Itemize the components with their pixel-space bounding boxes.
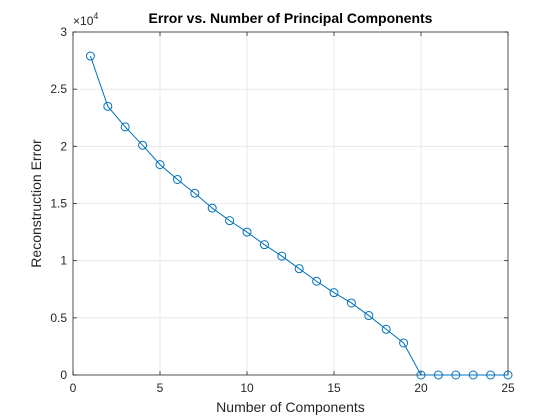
data-point [503,370,513,380]
data-point [364,311,374,321]
data-point [468,370,478,380]
y-tick-labels: 0 0.5 1 1.5 2 2.5 3 [50,25,67,382]
data-point [225,216,235,226]
data-point [85,51,95,61]
data-point [312,276,322,286]
data-point [399,338,409,348]
x-tick-labels: 0 5 10 15 20 25 [70,381,515,395]
data-point [259,240,269,250]
x-tick-label: 10 [240,381,254,395]
x-tick-label: 15 [327,381,341,395]
y-tick-label: 0 [60,368,67,382]
data-point [155,160,165,170]
y-exponent-label: ×104 [73,11,98,28]
data-point [346,298,356,308]
series [85,51,513,380]
x-tick-label: 20 [414,381,428,395]
grid [73,32,508,375]
data-point [381,324,391,334]
series-line [89,55,508,376]
data-point [416,370,426,380]
x-tick-label: 25 [501,381,515,395]
data-series [85,51,513,380]
x-axis-label: Number of Components [216,399,365,415]
data-point [486,370,496,380]
y-exponent-base: 10 [80,14,94,28]
data-point [242,227,252,237]
data-point [294,264,304,274]
data-point [172,174,182,184]
data-point [451,370,461,380]
y-axis-label: Reconstruction Error [28,139,44,268]
y-tick-label: 3 [60,25,67,39]
data-point [103,101,113,111]
x-tick-label: 0 [70,381,77,395]
y-tick-label: 1.5 [50,197,67,211]
data-point [277,251,287,261]
y-tick-label: 2.5 [50,82,67,96]
data-point [433,370,443,380]
y-exponent-prefix: × [73,14,80,28]
data-point [207,203,217,213]
x-tick-label: 5 [157,381,164,395]
data-point [190,188,200,198]
data-point [329,288,339,298]
chart-title: Error vs. Number of Principal Components [149,10,433,26]
data-point [120,122,130,132]
y-tick-label: 2 [60,139,67,153]
y-exponent-power: 4 [93,11,98,21]
y-tick-label: 0.5 [50,311,67,325]
data-point [138,140,148,150]
y-tick-label: 1 [60,254,67,268]
